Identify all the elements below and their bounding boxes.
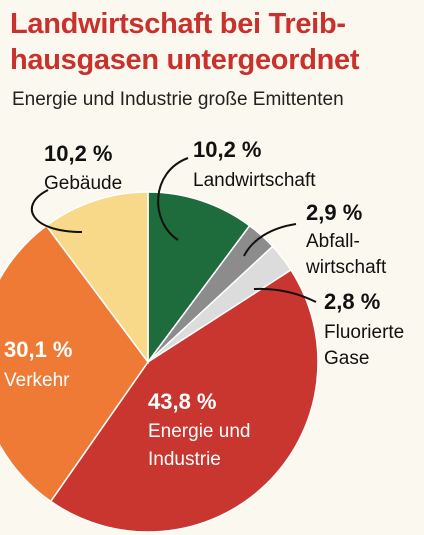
pie-slice-verkehr bbox=[0, 224, 149, 503]
label-fluoriert-name-line2: Gase bbox=[324, 348, 369, 369]
label-abfall-percent: 2,9 % bbox=[306, 200, 362, 225]
chart-title-line2: hausgasen untergeordnet bbox=[10, 44, 360, 76]
label-energie-percent: 43,8 % bbox=[148, 389, 217, 414]
label-gebaeude-percent: 10,2 % bbox=[44, 141, 113, 166]
label-abfall-name-line1: Abfall- bbox=[306, 231, 360, 252]
label-verkehr-name: Verkehr bbox=[4, 370, 70, 391]
chart-subtitle: Energie und Industrie große Emittenten bbox=[12, 89, 344, 110]
leader-line-abfall bbox=[243, 223, 297, 257]
leader-line-fluoriert bbox=[253, 287, 317, 303]
label-landwirtschaft-percent: 10,2 % bbox=[193, 137, 262, 162]
label-abfall-name-line2: wirtschaft bbox=[305, 257, 387, 278]
label-fluoriert-percent: 2,8 % bbox=[324, 289, 380, 314]
label-fluoriert-name-line1: Fluorierte bbox=[324, 322, 404, 343]
label-gebaeude-name: Gebäude bbox=[44, 173, 122, 194]
leader-line-gebaeude bbox=[30, 189, 83, 233]
chart-title: Landwirtschaft bei Treib- hausgasen unte… bbox=[10, 6, 420, 78]
label-landwirtschaft-name: Landwirtschaft bbox=[193, 170, 316, 191]
label-energie-name-line2: Industrie bbox=[148, 449, 221, 470]
pie-slice-landwirtschaft bbox=[147, 191, 251, 365]
chart-title-line1: Landwirtschaft bei Treib- bbox=[10, 8, 346, 40]
pie-slice-energie-und-industrie bbox=[49, 268, 319, 533]
pie-slices bbox=[0, 191, 319, 533]
pie-slice-gebäude bbox=[45, 191, 149, 365]
label-energie-name-line1: Energie und bbox=[148, 421, 250, 442]
leader-line-landwirtschaft bbox=[157, 157, 189, 241]
label-verkehr-percent: 30,1 % bbox=[4, 337, 73, 362]
